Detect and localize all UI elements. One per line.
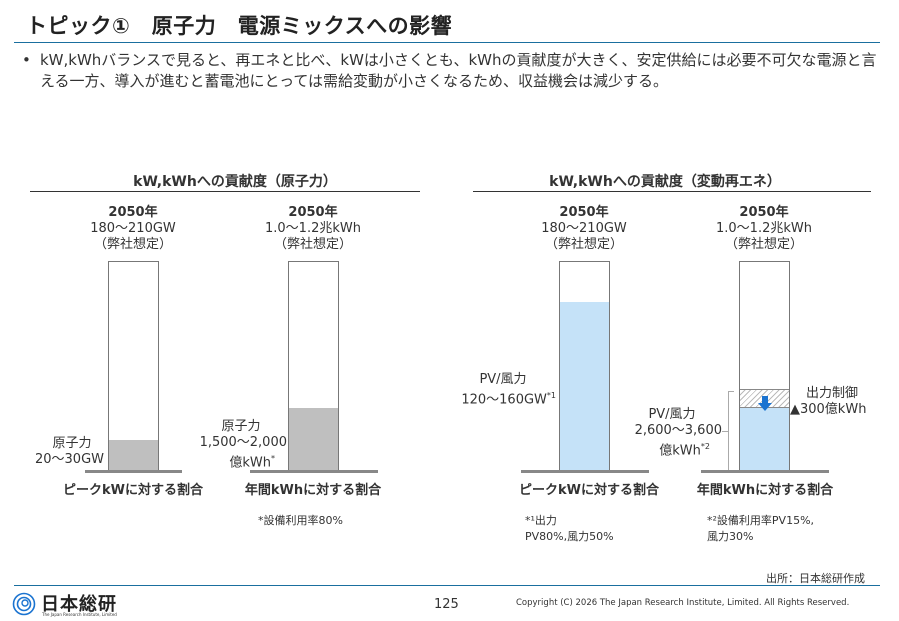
bar-axis bbox=[85, 470, 182, 473]
bar-year: 2050年 bbox=[739, 205, 789, 220]
bar-fill-nuclear bbox=[289, 408, 338, 471]
footer-divider bbox=[14, 585, 880, 586]
segment-label-line: 億kWh*2 bbox=[659, 442, 710, 459]
footnote: *設備利用率80% bbox=[258, 514, 343, 527]
curtailment-label: 出力制御 ▲300億kWh bbox=[790, 386, 886, 418]
logo-subtext: The Japan Research Institute, Limited bbox=[42, 612, 117, 617]
bracket-tick bbox=[722, 431, 728, 432]
bar-note: （弊社想定） bbox=[273, 237, 352, 252]
bar-total: 1.0～1.2兆kWh bbox=[716, 221, 812, 236]
segment-label-line: 2,600～3,600 bbox=[634, 423, 722, 438]
bar-year: 2050年 bbox=[108, 205, 158, 220]
range-bracket bbox=[728, 391, 734, 473]
bar-header: 2050年 1.0～1.2兆kWh （弊社想定） bbox=[694, 205, 834, 253]
bar-axis bbox=[701, 470, 829, 473]
bar-header: 2050年 180～210GW （弊社想定） bbox=[63, 205, 203, 253]
right-section-rule bbox=[473, 191, 871, 192]
bar-fill-renewable bbox=[560, 302, 609, 471]
bar-axis bbox=[250, 470, 378, 473]
axis-label: 年間kWhに対する割合 bbox=[244, 483, 382, 498]
axis-label: ピークkWに対する割合 bbox=[519, 483, 659, 498]
bar-year: 2050年 bbox=[288, 205, 338, 220]
bar-fill-nuclear bbox=[109, 440, 158, 471]
bar-renewable-kwh bbox=[739, 261, 790, 472]
source-note: 出所：日本総研作成 bbox=[766, 572, 865, 585]
bar-note: （弊社想定） bbox=[724, 237, 803, 252]
down-arrow-icon bbox=[757, 396, 773, 412]
segment-label: 原子力 20～30GW bbox=[20, 436, 104, 468]
bullet-icon: • bbox=[22, 51, 31, 69]
bullet-point: • kW,kWhバランスで見ると、再エネと比べ、kWは小さくとも、kWhの貢献度… bbox=[18, 50, 878, 94]
curtailment-label-line: ▲300億kWh bbox=[790, 402, 867, 417]
bar-axis bbox=[521, 470, 649, 473]
left-section-rule bbox=[30, 191, 420, 192]
footnote: *¹出力 PV80%,風力50% bbox=[525, 513, 614, 545]
bar-header: 2050年 180～210GW （弊社想定） bbox=[514, 205, 654, 253]
page-number: 125 bbox=[434, 597, 459, 612]
segment-label: 原子力 1,500～2,000 億kWh* bbox=[185, 419, 287, 471]
bar-total: 1.0～1.2兆kWh bbox=[265, 221, 361, 236]
segment-label-line: PV/風力 bbox=[648, 407, 696, 422]
axis-label: 年間kWhに対する割合 bbox=[696, 483, 834, 498]
bar-nuclear-kwh bbox=[288, 261, 339, 472]
bar-fill-renewable bbox=[740, 408, 789, 471]
footnote-line: 風力30% bbox=[707, 530, 754, 543]
title-divider bbox=[14, 42, 880, 43]
right-section-title: kW,kWhへの貢献度（変動再エネ） bbox=[549, 174, 781, 190]
footnote-line: PV80%,風力50% bbox=[525, 530, 614, 543]
bar-renewable-kw bbox=[559, 261, 610, 472]
bullet-text: kW,kWhバランスで見ると、再エネと比べ、kWは小さくとも、kWhの貢献度が大… bbox=[40, 51, 877, 90]
segment-label-line: 120～160GW*1 bbox=[461, 391, 556, 408]
bar-nuclear-kw bbox=[108, 261, 159, 472]
footnote: *²設備利用率PV15%, 風力30% bbox=[707, 513, 814, 545]
curtailment-label-line: 出力制御 bbox=[806, 386, 859, 401]
bar-note: （弊社想定） bbox=[544, 237, 623, 252]
segment-label: PV/風力 2,600～3,600 億kWh*2 bbox=[612, 407, 722, 459]
footnote-line: *²設備利用率PV15%, bbox=[707, 514, 815, 527]
bar-note: （弊社想定） bbox=[93, 237, 172, 252]
segment-label-line: PV/風力 bbox=[479, 372, 527, 387]
bar-total: 180～210GW bbox=[90, 221, 176, 236]
segment-label-line: 原子力 bbox=[221, 419, 261, 434]
segment-label-line: 20～30GW bbox=[34, 452, 104, 467]
page-title: トピック① 原子力 電源ミックスへの影響 bbox=[26, 14, 453, 38]
bar-year: 2050年 bbox=[559, 205, 609, 220]
footnote-line: *¹出力 bbox=[525, 514, 557, 527]
logo-text: 日本総研 bbox=[41, 594, 117, 615]
axis-label: ピークkWに対する割合 bbox=[63, 483, 203, 498]
bar-header: 2050年 1.0～1.2兆kWh （弊社想定） bbox=[243, 205, 383, 253]
segment-label: PV/風力 120～160GW*1 bbox=[440, 372, 556, 408]
left-section-title: kW,kWhへの貢献度（原子力） bbox=[133, 174, 337, 190]
bar-total: 180～210GW bbox=[541, 221, 627, 236]
copyright: Copyright (C) 2026 The Japan Research In… bbox=[516, 598, 850, 608]
segment-label-line: 1,500～2,000 bbox=[199, 435, 287, 450]
segment-label-line: 原子力 bbox=[52, 436, 92, 451]
logo-mark-icon bbox=[12, 592, 36, 616]
segment-label-line: 億kWh* bbox=[229, 454, 275, 471]
logo: 日本総研 The Japan Research Institute, Limit… bbox=[12, 592, 122, 618]
